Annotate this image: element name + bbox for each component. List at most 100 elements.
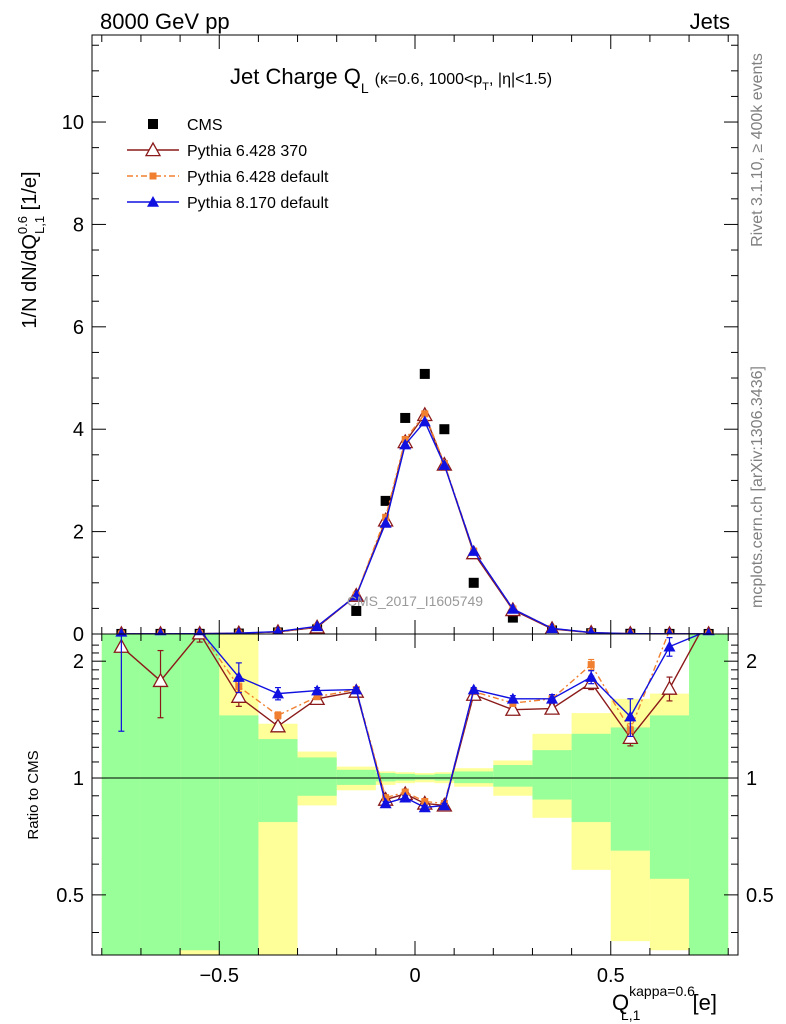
legend-label-3: Pythia 8.170 default xyxy=(187,195,329,212)
ratio-point-1-4 xyxy=(274,711,282,719)
main-point-3-7 xyxy=(379,516,392,528)
ratio-point-2-10 xyxy=(438,799,451,811)
main-ytick-label-2: 4 xyxy=(73,419,84,441)
main-point-3-1 xyxy=(157,627,164,634)
main-point-3-8 xyxy=(399,438,412,450)
stat-band-bin-13 xyxy=(532,750,572,800)
main-point-3-11 xyxy=(467,545,480,556)
main-ylabel-unit: [1/e] xyxy=(19,171,41,215)
xtick-label-0: −0.5 xyxy=(200,965,239,987)
plot-title-main: Jet Charge Q xyxy=(230,64,361,89)
axes: 0 2 4 6 8 10 −0.5 0 0.5 0.5 0.5 1 1 2 2 xyxy=(56,35,774,987)
main-ylabel-sub: L,1 xyxy=(32,216,47,234)
main-point-3-17 xyxy=(705,627,713,634)
ratio-point-0-1 xyxy=(152,672,169,688)
ratio-ytick-label-right-0: 0.5 xyxy=(746,885,774,907)
main-ytick-label-0: 0 xyxy=(73,624,84,646)
main-ytick-label-1: 2 xyxy=(73,522,84,544)
ratio-point-2-11 xyxy=(467,683,480,695)
plot-title-params-b: , |η|<1.5) xyxy=(489,71,552,88)
stat-band-bin-7 xyxy=(375,773,396,782)
ratio-line-1 xyxy=(201,634,669,805)
main-point-3-3 xyxy=(235,627,243,634)
main-point-3-2 xyxy=(196,627,204,634)
main-series-3 xyxy=(117,415,713,634)
stat-band-bin-8 xyxy=(395,773,415,781)
x-axis-label-q: Q xyxy=(612,990,629,1015)
stat-band-bin-3 xyxy=(219,715,259,955)
legend-label-0: CMS xyxy=(187,117,223,134)
legend-marker-1 xyxy=(144,141,162,157)
plot-title-params-sub: T xyxy=(482,81,489,93)
header-right: Jets xyxy=(690,9,730,34)
ratio-point-2-7 xyxy=(379,797,392,809)
stat-band-bin-12 xyxy=(493,765,533,787)
ratio-point-2-13 xyxy=(546,692,559,704)
plot-title-sub: L xyxy=(361,80,369,96)
ratio-ytick-label-left-0: 0.5 xyxy=(56,885,84,907)
main-ylabel: 1/N dN/dQ0.6 L,1 [1/e] xyxy=(15,171,47,328)
main-point-0-11 xyxy=(468,577,479,588)
legend-marker-0 xyxy=(148,119,158,129)
mcplots-label: mcplots.cern.ch [arXiv:1306.3436] xyxy=(749,366,766,608)
ratio-ylabel: Ratio to CMS xyxy=(25,750,42,839)
main-ylabel-text: 1/N dN/dQ xyxy=(19,234,41,328)
ratio-line-0 xyxy=(120,634,701,807)
xtick-label-1: 0 xyxy=(409,965,420,987)
xtick-label-2: 0.5 xyxy=(597,965,625,987)
main-point-0-6 xyxy=(351,605,362,616)
main-point-3-12 xyxy=(506,602,519,614)
ratio-ytick-label-right-1: 1 xyxy=(746,768,757,790)
main-point-3-13 xyxy=(546,622,559,634)
main-point-3-4 xyxy=(273,625,283,634)
main-point-3-15 xyxy=(626,627,634,634)
ratio-series xyxy=(92,610,738,813)
ratio-point-0-4 xyxy=(269,717,287,733)
ratio-point-0-16 xyxy=(661,680,678,695)
main-point-3-14 xyxy=(587,626,596,634)
main-point-2-9 xyxy=(421,410,429,418)
ratio-point-2-9 xyxy=(418,801,431,813)
ratio-point-2-15 xyxy=(624,710,637,722)
header-left: 8000 GeV pp xyxy=(100,9,230,34)
main-point-0-10 xyxy=(439,424,450,435)
stat-band-bin-2 xyxy=(180,634,220,951)
legend-marker-3 xyxy=(147,196,159,207)
watermark: CMS_2017_I1605749 xyxy=(347,593,483,609)
ratio-point-0-17 xyxy=(702,610,716,623)
stat-band-bin-11 xyxy=(454,771,494,784)
main-point-0-12 xyxy=(507,612,518,623)
main-ytick-label-5: 10 xyxy=(62,112,84,134)
main-point-3-5 xyxy=(311,620,324,632)
ratio-point-0-15 xyxy=(622,729,639,744)
ratio-point-2-8 xyxy=(399,791,412,803)
legend: CMS Pythia 6.428 370 Pythia 6.428 default P… xyxy=(127,117,329,212)
main-ytick-label-4: 8 xyxy=(73,214,84,236)
x-axis-label: Qkappa=0.6 L,1 [e] xyxy=(612,983,717,1023)
ratio-point-0-3 xyxy=(230,688,247,703)
main-ytick-label-3: 6 xyxy=(73,317,84,339)
stat-band-bin-9 xyxy=(415,774,435,780)
ratio-point-2-3 xyxy=(232,671,245,682)
ratio-point-1-14 xyxy=(587,661,595,669)
ratio-point-2-0 xyxy=(115,634,128,637)
ratio-ytick-label-left-2: 2 xyxy=(73,651,84,673)
legend-marker-2 xyxy=(149,172,157,180)
main-ylabel-sup: 0.6 xyxy=(15,216,30,234)
stat-band-bin-6 xyxy=(336,769,376,785)
main-point-0-8 xyxy=(400,412,411,423)
ratio-point-2-14 xyxy=(585,671,598,682)
stat-band-bin-5 xyxy=(297,757,337,796)
ratio-uncertainty-bands xyxy=(101,634,729,955)
plot-title: Jet Charge QL (κ=0.6, 1000<pT, |η|<1.5) xyxy=(230,64,552,96)
ratio-point-1-5 xyxy=(313,693,321,701)
ratio-point-0-12 xyxy=(504,701,521,716)
main-point-3-9 xyxy=(418,415,431,427)
stat-band-bin-17 xyxy=(689,634,729,955)
ratio-point-0-13 xyxy=(543,700,561,715)
ratio-point-2-5 xyxy=(311,684,324,696)
x-axis-label-sup: kappa=0.6 xyxy=(629,983,695,999)
x-axis-label-unit: [e] xyxy=(686,990,717,1015)
ratio-point-2-12 xyxy=(506,692,519,704)
